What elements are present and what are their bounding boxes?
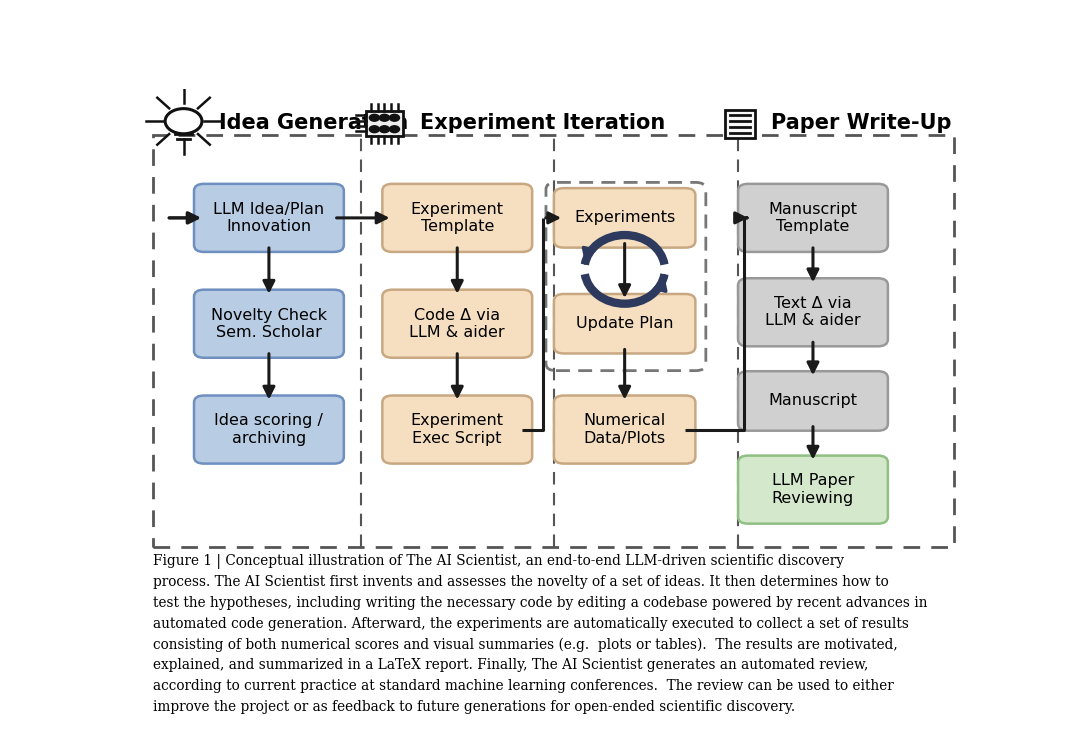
Text: Text Δ via
LLM & aider: Text Δ via LLM & aider (765, 296, 861, 328)
FancyBboxPatch shape (554, 395, 696, 464)
Text: Update Plan: Update Plan (576, 317, 674, 331)
Circle shape (369, 114, 379, 121)
Circle shape (379, 126, 390, 133)
FancyBboxPatch shape (738, 372, 888, 431)
FancyBboxPatch shape (382, 184, 532, 252)
Text: Experiment Iteration: Experiment Iteration (420, 114, 665, 134)
Text: Figure 1 | Conceptual illustration of The AI Scientist, an end-to-end LLM-driven: Figure 1 | Conceptual illustration of Th… (153, 554, 928, 713)
Bar (153, 135, 954, 547)
Text: Code Δ via
LLM & aider: Code Δ via LLM & aider (409, 308, 505, 340)
Text: Numerical
Data/Plots: Numerical Data/Plots (583, 413, 665, 446)
Circle shape (379, 114, 390, 121)
Text: Manuscript
Template: Manuscript Template (769, 201, 858, 234)
Text: Experiment
Exec Script: Experiment Exec Script (410, 413, 503, 446)
FancyBboxPatch shape (554, 188, 696, 247)
FancyBboxPatch shape (194, 395, 343, 464)
Text: Idea Generation: Idea Generation (218, 114, 408, 134)
Circle shape (390, 126, 400, 133)
Circle shape (390, 114, 400, 121)
Text: Experiments: Experiments (575, 210, 675, 225)
Text: Novelty Check
Sem. Scholar: Novelty Check Sem. Scholar (211, 308, 327, 340)
Text: Paper Write-Up: Paper Write-Up (771, 114, 951, 134)
FancyBboxPatch shape (366, 111, 403, 136)
FancyBboxPatch shape (194, 184, 343, 252)
FancyBboxPatch shape (738, 184, 888, 252)
FancyBboxPatch shape (738, 455, 888, 524)
Text: Idea scoring /
archiving: Idea scoring / archiving (215, 413, 323, 446)
FancyBboxPatch shape (738, 278, 888, 346)
FancyBboxPatch shape (194, 290, 343, 358)
FancyBboxPatch shape (382, 290, 532, 358)
Text: Experiment
Template: Experiment Template (410, 201, 503, 234)
Text: LLM Paper
Reviewing: LLM Paper Reviewing (772, 473, 854, 506)
FancyBboxPatch shape (382, 395, 532, 464)
Text: Manuscript: Manuscript (769, 394, 858, 409)
Text: LLM Idea/Plan
Innovation: LLM Idea/Plan Innovation (214, 201, 324, 234)
FancyBboxPatch shape (725, 110, 755, 138)
FancyBboxPatch shape (554, 294, 696, 354)
Circle shape (369, 126, 379, 133)
